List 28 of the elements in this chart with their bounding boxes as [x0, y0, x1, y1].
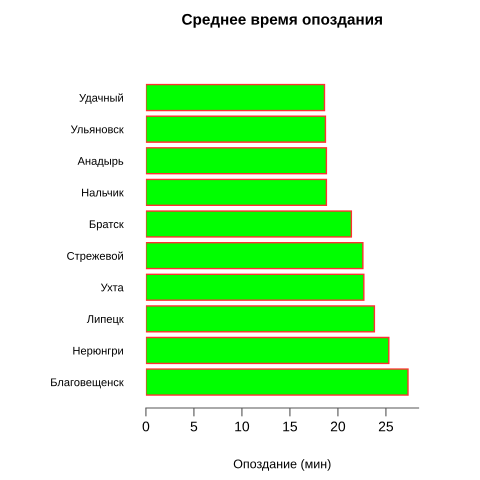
y-tick-label: Липецк — [86, 315, 124, 326]
x-tick-label: 10 — [235, 422, 250, 432]
y-tick-label: Ульяновск — [70, 126, 124, 134]
x-tick-label: 5 — [190, 422, 198, 432]
x-tick-label: 15 — [283, 422, 298, 432]
bar — [146, 84, 326, 112]
x-tick-label: 25 — [378, 422, 394, 432]
x-tick-label: 20 — [330, 422, 346, 432]
y-tick-label: Благовещенск — [51, 378, 124, 388]
bar — [146, 274, 365, 301]
bar — [146, 178, 328, 206]
bar — [146, 116, 326, 143]
x-axis-title: Опоздание (мин) — [234, 459, 331, 471]
y-tick-label: Анадырь — [78, 157, 124, 168]
y-tick-label: Братск — [90, 220, 124, 230]
y-tick-label: Ухта — [100, 284, 124, 292]
bar — [146, 242, 364, 270]
bar — [146, 336, 390, 364]
bar — [146, 368, 409, 396]
x-tick-label: 0 — [142, 422, 150, 432]
y-tick-label: Удачный — [79, 93, 123, 104]
bar — [146, 147, 328, 174]
chart-title: Среднее время опоздания — [182, 14, 382, 28]
y-tick-label: Нерюнгри — [73, 346, 123, 357]
bar — [146, 305, 376, 333]
bar — [146, 210, 352, 238]
y-tick-label: Стрежевой — [67, 251, 123, 262]
y-tick-label: Нальчик — [82, 188, 124, 197]
